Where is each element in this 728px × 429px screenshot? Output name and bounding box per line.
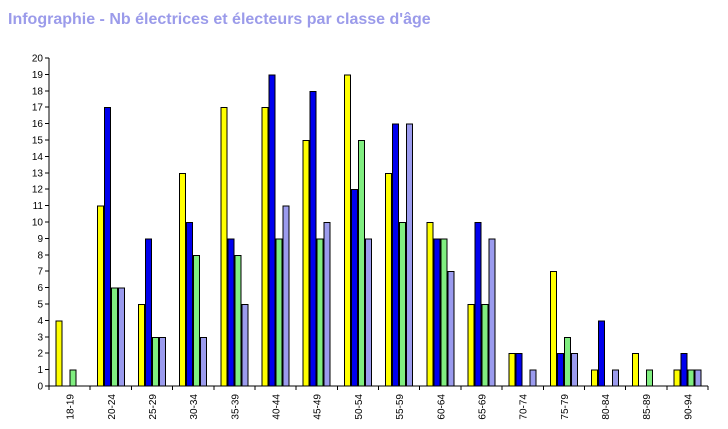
chart-title: Infographie - Nb électrices et électeurs… (8, 11, 431, 28)
x-tick-label: 45-49 (313, 394, 324, 420)
x-tick-label: 60-64 (436, 394, 447, 420)
x-tick-label: 55-59 (395, 394, 406, 420)
y-tick-label: 7 (37, 267, 43, 278)
bar (110, 287, 118, 387)
bar (433, 238, 441, 387)
bar (529, 369, 537, 387)
x-tick-label: 80-84 (601, 394, 612, 420)
y-tick-label: 16 (32, 119, 44, 130)
bar (515, 353, 523, 387)
bar (220, 107, 228, 387)
bar (316, 238, 324, 387)
bar (563, 336, 571, 387)
bar (426, 222, 434, 387)
bar (200, 336, 208, 387)
bar (591, 369, 599, 387)
y-tick-label: 18 (32, 86, 44, 97)
y-tick-label: 20 (32, 54, 44, 65)
bar (323, 222, 331, 387)
y-tick-label: 17 (32, 103, 44, 114)
bar (69, 369, 77, 387)
y-tick-label: 1 (37, 365, 43, 376)
x-tick-label: 65-69 (477, 394, 488, 420)
bar (96, 205, 104, 387)
y-tick-label: 8 (37, 250, 43, 261)
x-tick-label: 85-89 (642, 394, 653, 420)
x-tick-label: 25-29 (148, 394, 159, 420)
x-tick-label: 30-34 (189, 394, 200, 420)
x-tick-label: 20-24 (107, 394, 118, 420)
bar (467, 304, 475, 387)
bar (103, 107, 111, 387)
bar (350, 189, 358, 387)
bar (392, 123, 400, 387)
y-tick-label: 11 (33, 201, 44, 212)
bar (481, 304, 489, 387)
bar (117, 287, 125, 387)
bar (612, 369, 620, 387)
bar (406, 123, 414, 387)
bar (241, 304, 249, 387)
y-tick-label: 6 (37, 283, 43, 294)
bar (309, 90, 317, 387)
bar (234, 254, 242, 387)
y-tick-label: 9 (37, 234, 43, 245)
bar (302, 140, 310, 387)
bar (556, 353, 564, 387)
bar (227, 238, 235, 387)
bar (158, 336, 166, 387)
bar (598, 320, 606, 387)
x-tick-label: 50-54 (354, 394, 365, 420)
bar (399, 222, 407, 387)
y-tick-label: 2 (37, 349, 43, 360)
bar (488, 238, 496, 387)
bar (673, 369, 681, 387)
x-tick-label: 70-74 (519, 394, 530, 420)
bar (570, 353, 578, 387)
y-tick-label: 19 (32, 70, 44, 81)
bar (151, 336, 159, 387)
bar (343, 74, 351, 387)
bar (440, 238, 448, 387)
y-tick-label: 10 (32, 218, 44, 229)
bar (447, 271, 455, 387)
y-tick-label: 14 (32, 152, 44, 163)
bar (474, 222, 482, 387)
bar (632, 353, 640, 387)
bar (282, 205, 290, 387)
bar (508, 353, 516, 387)
y-tick-label: 15 (32, 136, 44, 147)
bar (55, 320, 63, 387)
bar (268, 74, 276, 387)
bar (385, 172, 393, 387)
x-tick-label: 35-39 (230, 394, 241, 420)
bar (680, 353, 688, 387)
x-tick-label: 18-19 (66, 394, 77, 420)
x-tick-label: 40-44 (272, 394, 283, 420)
bar (549, 271, 557, 387)
bar (646, 369, 654, 387)
y-tick-label: 4 (37, 316, 43, 327)
y-tick-label: 13 (32, 168, 44, 179)
bar (186, 222, 194, 387)
bar (364, 238, 372, 387)
bar (144, 238, 152, 387)
bar (357, 140, 365, 387)
bar (687, 369, 695, 387)
y-tick-label: 12 (32, 185, 44, 196)
x-tick-label: 90-94 (683, 394, 694, 420)
y-tick-label: 5 (37, 300, 43, 311)
x-tick-label: 75-79 (560, 394, 571, 420)
y-tick-label: 3 (37, 332, 43, 343)
bar (193, 254, 201, 387)
bar (694, 369, 702, 387)
y-tick-label: 0 (37, 382, 43, 393)
bar (261, 107, 269, 387)
bar (137, 304, 145, 387)
bar (179, 172, 187, 387)
bar (275, 238, 283, 387)
